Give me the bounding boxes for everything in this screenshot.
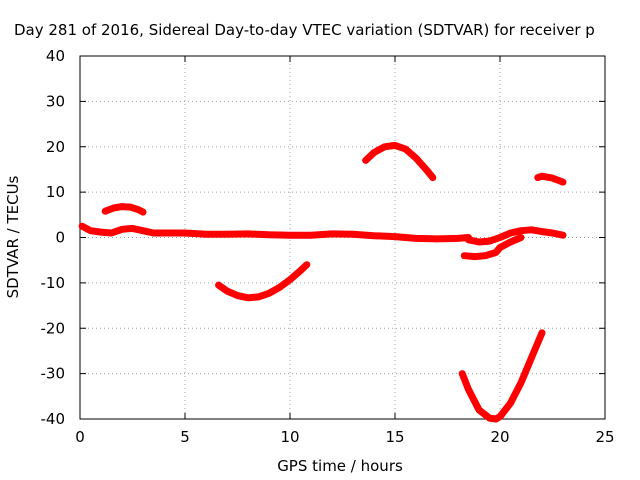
series-line-arc-b xyxy=(215,261,311,302)
series-line-arc-d xyxy=(534,172,567,186)
series-line-arc-a xyxy=(101,203,147,216)
grid-lines xyxy=(80,56,605,419)
y-tick-label: 0 xyxy=(55,229,65,247)
y-tick-label: -10 xyxy=(41,274,66,292)
chart-title: Day 281 of 2016, Sidereal Day-to-day VTE… xyxy=(14,21,595,39)
x-tick-label: 20 xyxy=(490,428,509,446)
y-tick-label: 10 xyxy=(46,183,65,201)
y-axis-label: SDTVAR / TECUs xyxy=(4,175,22,298)
y-tick-label: -30 xyxy=(41,365,66,383)
y-tick-label: 40 xyxy=(46,47,65,65)
series-line-baseline-right xyxy=(465,226,567,246)
x-tick-label: 5 xyxy=(180,428,190,446)
axis-ticks: 0 5 10 15 20 25 -40 -30 -20 -10 0 10 20 30 40 xyxy=(41,47,615,446)
x-tick-label: 10 xyxy=(280,428,299,446)
x-tick-label: 15 xyxy=(385,428,404,446)
series-line-arc-e xyxy=(458,329,546,423)
series-line-baseline-main xyxy=(150,229,472,243)
series-line-arc-low xyxy=(460,234,525,261)
x-axis-label: GPS time / hours xyxy=(277,457,403,475)
y-tick-label: -40 xyxy=(41,410,66,428)
y-tick-label: 30 xyxy=(46,92,65,110)
x-tick-label: 25 xyxy=(595,428,614,446)
x-tick-label: 0 xyxy=(75,428,85,446)
series-line-baseline-left xyxy=(78,222,157,237)
series-line-arc-c xyxy=(362,141,437,182)
y-tick-label: -20 xyxy=(41,319,66,337)
y-tick-label: 20 xyxy=(46,138,65,156)
data-series xyxy=(78,141,567,423)
